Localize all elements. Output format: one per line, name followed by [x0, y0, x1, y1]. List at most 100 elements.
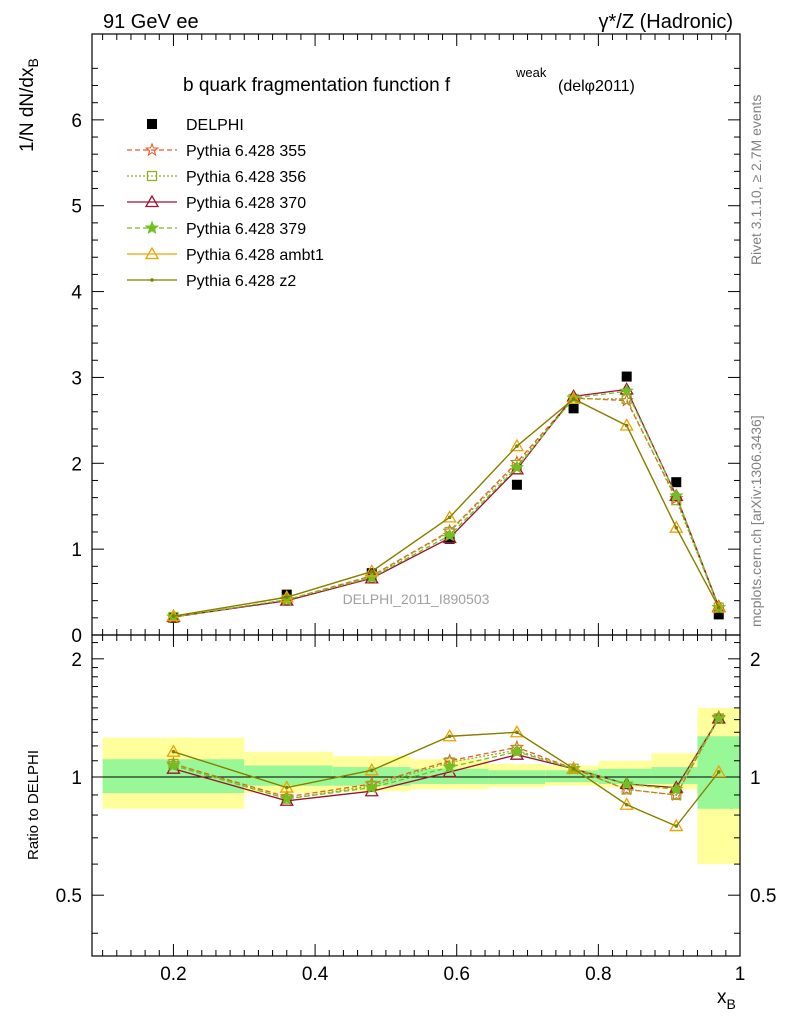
chart-title-main: b quark fragmentation function f [183, 75, 451, 96]
ratio-pythia-6-428-ambt1-point [509, 724, 525, 738]
main-pythia-6-428-379-point [669, 488, 684, 503]
ratio-y-tick-label: 0.5 [56, 886, 82, 907]
chart-title-sup: weak [515, 65, 547, 80]
y-tick-label: 1 [71, 540, 82, 561]
main-delphi-point [671, 477, 682, 488]
y-tick-label: 2 [71, 454, 82, 475]
ratio-pythia-6-428-379-point [619, 776, 634, 790]
ratio-pythia-6-428-z2-point [171, 749, 176, 754]
main-pythia-6-428-z2-point [447, 515, 452, 520]
legend-pythia-6-428-z2-swatch-marker [150, 278, 154, 282]
ratio-pythia-6-428-379-point [364, 780, 379, 794]
legend-pythia-6-428-370-label: Pythia 6.428 370 [186, 195, 306, 212]
ratio-pythia-6-428-ambt1-point [619, 797, 634, 810]
x-axis-label-text: x [717, 987, 727, 1008]
ratio-pythia-6-428-z2-point [284, 785, 289, 790]
ratio-pythia-6-428-z2-point [515, 730, 519, 735]
legend: DELPHI Pythia 6.428 355 Pythia 6.428 356 Py… [127, 117, 324, 290]
ratio-pythia-6-428-z2-point [674, 824, 679, 828]
legend-pythia-6-428-ambt1-label: Pythia 6.428 ambt1 [186, 247, 324, 264]
legend-delphi-swatch-marker [147, 119, 157, 129]
y-tick-label: 5 [71, 197, 82, 218]
header-left: 91 GeV ee [103, 11, 199, 33]
stat-uncertainty-band [332, 767, 411, 786]
x-tick-label: 0.8 [585, 964, 611, 985]
main-pythia-6-428-ambt1-point [509, 438, 525, 452]
legend-pythia-6-428-356-swatch-marker [146, 170, 158, 182]
main-pythia-6-428-ambt1-line [173, 398, 720, 617]
main-pythia-6-428-ambt1-point [669, 520, 684, 533]
x-tick-label: 0.2 [160, 964, 186, 985]
main-delphi-point [444, 533, 455, 544]
ratio-y-tick-label-right: 2 [750, 650, 761, 671]
x-tick-label: 1 [735, 964, 746, 985]
ratio-pythia-6-428-379-point [166, 758, 181, 772]
ratio-pythia-6-428-379-point [509, 744, 525, 758]
legend-pythia-6-428-356-label: Pythia 6.428 356 [186, 169, 306, 186]
ratio-pythia-6-428-z2-point [369, 768, 374, 773]
main-delphi-point [568, 403, 579, 414]
legend-pythia-6-428-z2-label: Pythia 6.428 z2 [186, 273, 296, 290]
main-pythia-6-428-z2-point [674, 525, 679, 530]
main-delphi-point [511, 479, 522, 490]
y-tick-label: 0 [71, 626, 82, 647]
stat-uncertainty-band [244, 765, 333, 786]
x-tick-label: 0.6 [444, 964, 470, 985]
main-pythia-6-428-ambt1-point [619, 418, 634, 431]
main-pythia-6-428-ambt1-point [442, 510, 457, 523]
ratio-pythia-6-428-356-line [173, 718, 720, 800]
ratio-pythia-6-428-ambt1-point [166, 744, 181, 757]
legend-pythia-6-428-379-label: Pythia 6.428 379 [186, 221, 306, 238]
main-pythia-6-428-z2-point [624, 423, 629, 428]
main-ylabel: 1/N dN/dxB [17, 58, 41, 152]
chart-title: b quark fragmentation function f [183, 75, 451, 96]
main-ylabel-text: 1/N dN/dx [17, 67, 38, 152]
legend-pythia-6-428-ambt1-swatch-marker [144, 246, 160, 260]
mcplots-label: mcplots.cern.ch [arXiv:1306.3436] [748, 415, 764, 627]
y-tick-label: 3 [71, 368, 82, 389]
main-pythia-6-428-ambt1-point [711, 600, 726, 613]
x-tick-label: 0.4 [302, 964, 329, 985]
axis-ticks: 0.2 0.4 0.6 0.8 1 0 1 2 3 4 5 6 0.5 0.5 1 1 2 2 [56, 34, 776, 985]
ratio-pythia-6-428-379-point [669, 781, 684, 796]
main-delphi-point [713, 609, 724, 620]
ratio-pythia-6-428-379-point [711, 710, 726, 725]
legend-pythia-6-428-355-label: Pythia 6.428 355 [186, 143, 306, 160]
main-pythia-6-428-z2-line [173, 398, 720, 617]
main-pythia-6-428-z2-point [571, 397, 576, 401]
main-pythia-6-428-ambt1-point [566, 391, 581, 405]
main-pythia-6-428-z2-point [515, 444, 519, 448]
main-pythia-6-428-356-line [173, 398, 720, 618]
ratio-pythia-6-428-z2-point [716, 770, 721, 774]
stat-uncertainty-band [545, 770, 599, 783]
main-pythia-6-428-379-point [619, 383, 634, 398]
ratio-pythia-6-428-z2-point [624, 802, 629, 807]
legend-pythia-6-428-370-swatch-marker [144, 194, 160, 208]
plot-frames [91, 33, 741, 957]
rivet-label: Rivet 3.1.10, ≥ 2.7M events [748, 95, 764, 265]
main-pythia-6-428-z2-point [716, 605, 721, 610]
main-pythia-6-428-370-line [173, 388, 720, 618]
series-layer [166, 371, 726, 832]
main-pythia-6-428-379-line [173, 390, 720, 618]
ratio-plot-frame [91, 634, 741, 957]
analysis-watermark: DELPHI_2011_I890503 [343, 591, 490, 607]
ratio-pythia-6-428-z2-point [447, 734, 452, 739]
ratio-pythia-6-428-ambt1-point [566, 761, 581, 774]
ratio-pythia-6-428-379-point [442, 759, 457, 774]
ratio-y-tick-label: 1 [71, 768, 82, 789]
chart-title-suffix: (delφ2011) [558, 78, 635, 95]
main-pythia-6-428-z2-point [171, 614, 176, 618]
y-tick-label: 4 [71, 283, 82, 304]
main-pythia-6-428-379-point [442, 527, 457, 542]
ratio-y-tick-label: 2 [71, 650, 82, 671]
main-pythia-6-428-379-point [509, 460, 525, 474]
ratio-pythia-6-428-z2-point [571, 766, 576, 771]
main-pythia-6-428-z2-point [369, 569, 374, 574]
y-tick-label: 6 [71, 111, 82, 132]
header-right: γ*/Z (Hadronic) [599, 11, 733, 33]
main-ylabel-sub: B [25, 58, 41, 67]
ratio-y-tick-label-right: 1 [750, 768, 761, 789]
x-axis-label-sub: B [727, 996, 736, 1012]
